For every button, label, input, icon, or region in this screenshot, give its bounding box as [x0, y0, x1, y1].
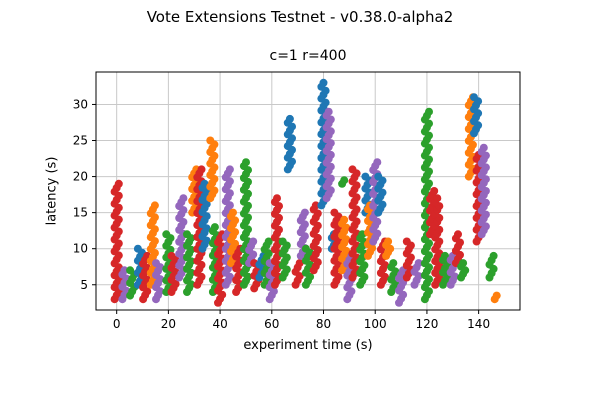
- scatter-point: [479, 143, 488, 152]
- scatter-point: [295, 259, 304, 268]
- x-axis-label: experiment time (s): [243, 338, 373, 353]
- svg-text:120: 120: [415, 317, 438, 331]
- scatter-point: [492, 291, 501, 300]
- scatter-point: [425, 107, 433, 116]
- scatter-point: [470, 93, 478, 102]
- scatter-point: [300, 208, 309, 217]
- scatter-point: [114, 179, 123, 188]
- scatter-point: [433, 194, 442, 203]
- svg-text:20: 20: [161, 317, 176, 331]
- scatter-point: [126, 266, 135, 275]
- scatter-point: [264, 237, 273, 246]
- tick-labels: 0 20 40 60 80 100 120 140 5 10 15 20 25 30: [73, 97, 490, 331]
- scatter-point: [414, 259, 423, 268]
- svg-text:0: 0: [113, 317, 121, 331]
- scatter-point: [311, 201, 320, 210]
- scatter-point: [319, 78, 328, 87]
- scatter-point: [330, 208, 339, 217]
- scatter-point: [183, 230, 191, 239]
- scatter-point: [459, 259, 468, 268]
- svg-text:20: 20: [73, 170, 88, 184]
- scatter-point: [402, 237, 411, 246]
- scatter-point: [389, 259, 398, 268]
- scatter-point: [167, 251, 176, 260]
- scatter-point: [133, 244, 142, 253]
- axes-border: [95, 71, 521, 311]
- svg-text:80: 80: [316, 317, 331, 331]
- svg-text:10: 10: [73, 242, 88, 256]
- scatter-point: [441, 251, 449, 260]
- scatter-point: [285, 114, 294, 123]
- scatter-point: [278, 237, 287, 246]
- scatter-point: [324, 107, 333, 116]
- svg-text:5: 5: [80, 278, 88, 292]
- axes-title: c=1 r=400: [269, 48, 347, 64]
- scatter-point: [273, 194, 281, 203]
- scatter-point: [301, 244, 310, 253]
- svg-text:60: 60: [264, 317, 279, 331]
- scatter-point: [152, 259, 160, 268]
- scatter-point: [430, 187, 439, 195]
- scatter-point: [242, 158, 250, 167]
- scatter-point: [150, 201, 159, 210]
- scatter-point: [179, 194, 188, 203]
- scatter-point: [197, 165, 206, 174]
- svg-text:100: 100: [364, 317, 387, 331]
- scatter-point: [229, 208, 237, 217]
- scatter-point: [225, 165, 234, 174]
- scatter-point: [373, 158, 382, 167]
- scatter-point: [489, 251, 498, 260]
- scatter-point: [384, 237, 393, 246]
- scatter-point: [206, 136, 215, 145]
- scatter-point: [340, 215, 349, 224]
- scatter-point: [348, 165, 357, 174]
- figure-title: Vote Extensions Testnet - v0.38.0-alpha2: [146, 8, 454, 26]
- scatter-point: [249, 237, 258, 246]
- scatter-point: [210, 223, 219, 232]
- scatter-point: [340, 176, 349, 185]
- scatter-point: [454, 230, 462, 239]
- scatter-points: [110, 78, 501, 307]
- svg-text:30: 30: [73, 97, 88, 111]
- scatter-point: [374, 172, 383, 181]
- svg-text:40: 40: [212, 317, 227, 331]
- scatter-point: [162, 230, 171, 239]
- svg-text:140: 140: [467, 317, 490, 331]
- tick-marks: [92, 103, 480, 314]
- scatter-point: [361, 172, 370, 181]
- scatter-point: [120, 266, 129, 275]
- svg-text:15: 15: [73, 206, 88, 220]
- svg-text:25: 25: [73, 134, 88, 148]
